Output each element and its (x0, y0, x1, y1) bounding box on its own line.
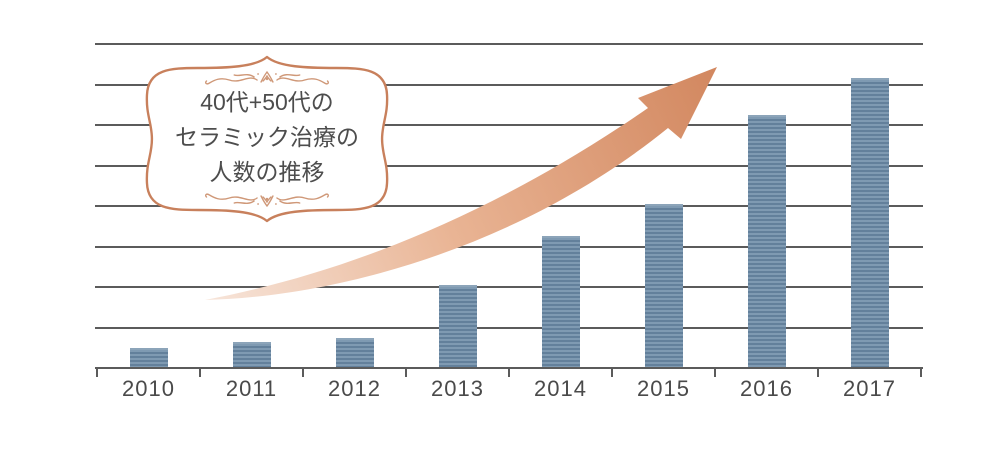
gridline (95, 245, 923, 248)
x-axis-tick (920, 368, 922, 377)
bar-2014 (541, 236, 580, 368)
frame-border (145, 55, 389, 223)
x-axis-tick (96, 368, 98, 377)
x-axis-tick (508, 368, 510, 377)
ornate-frame (145, 55, 389, 223)
x-axis-tick (817, 368, 819, 377)
x-axis-label: 2010 (122, 376, 175, 401)
x-axis-label: 2014 (534, 376, 587, 401)
x-axis-label: 2017 (843, 376, 896, 401)
x-axis-tick (405, 368, 407, 377)
x-axis-label: 2011 (225, 376, 278, 401)
title-badge: 40代+50代の セラミック治療の 人数の推移 (143, 55, 391, 223)
bar-2010 (129, 347, 168, 368)
bar-2017 (850, 78, 889, 368)
ornament-flourish-bottom (204, 193, 330, 207)
title-line-1: 40代+50代の (200, 89, 334, 115)
bar-2011 (232, 341, 271, 368)
x-axis-label: 2015 (637, 376, 690, 401)
x-axis-label: 2012 (328, 376, 381, 401)
title-line-3: 人数の推移 (209, 159, 325, 185)
x-axis-tick (611, 368, 613, 377)
bar-2013 (438, 284, 477, 368)
title-line-2: セラミック治療の (175, 124, 359, 150)
x-axis-tick (302, 368, 304, 377)
bar-2012 (335, 337, 374, 368)
gridline (95, 43, 923, 45)
x-axis-tick (714, 368, 716, 377)
x-axis-label: 2013 (431, 376, 484, 401)
gridline (95, 326, 923, 329)
gridline (95, 286, 923, 288)
x-axis-tick (199, 368, 201, 377)
chart-title: 40代+50代の セラミック治療の 人数の推移 (143, 85, 391, 190)
x-axis-label: 2016 (740, 376, 793, 401)
ornament-flourish-top (205, 71, 330, 85)
bar-2015 (644, 203, 683, 368)
bar-2016 (747, 114, 786, 368)
